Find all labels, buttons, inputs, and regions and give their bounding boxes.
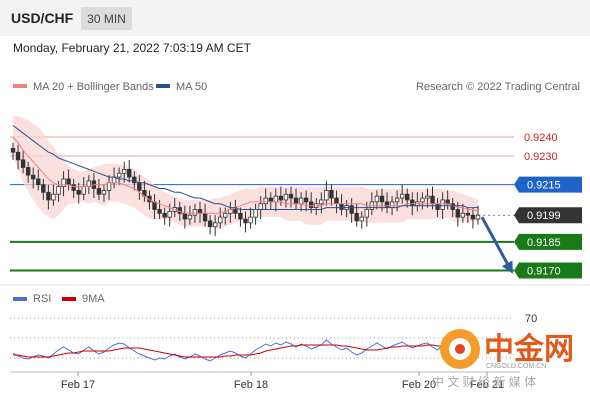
watermark-tagline: 中 文 财 经 新 媒 体 xyxy=(432,374,536,389)
candle xyxy=(248,207,253,229)
candle xyxy=(475,205,481,225)
candle xyxy=(20,150,26,174)
candle xyxy=(263,188,268,210)
x-tick-label: Feb 21 xyxy=(470,379,504,391)
x-tick-label: Feb 17 xyxy=(61,379,95,391)
candle xyxy=(187,205,193,225)
rsi-tick-label: 70 xyxy=(525,313,537,325)
candle xyxy=(349,198,354,223)
level-tag xyxy=(514,262,582,279)
candle xyxy=(96,178,102,200)
bollinger-band xyxy=(13,116,478,229)
candle xyxy=(303,190,309,212)
rsi-ma-line xyxy=(13,344,478,358)
candle xyxy=(405,188,410,208)
candle xyxy=(162,207,167,225)
candle xyxy=(71,178,76,199)
candle xyxy=(41,178,46,200)
candle xyxy=(207,215,213,235)
candle xyxy=(420,192,425,210)
legend-label-rsi-ma: 9MA xyxy=(82,293,105,305)
timeframe-button[interactable]: 30 MIN xyxy=(81,7,132,30)
candle xyxy=(116,167,122,185)
candle xyxy=(218,207,223,229)
ma50-line xyxy=(12,125,478,210)
candle xyxy=(470,207,476,229)
legend-label-rsi: RSI xyxy=(33,293,51,305)
legend-label-bollinger: MA 20 + Bollinger Bands xyxy=(33,81,154,93)
level-tag xyxy=(514,233,582,250)
chart-datetime: Monday, February 21, 2022 7:03:19 AM CET xyxy=(13,41,251,55)
ma20-line xyxy=(12,136,479,214)
candle xyxy=(157,199,162,220)
candle xyxy=(46,184,51,210)
level-label: 0.9199 xyxy=(527,210,561,222)
candle xyxy=(374,190,380,210)
level-label: 0.9230 xyxy=(524,151,558,163)
level-label: 0.9170 xyxy=(527,266,561,278)
legend-swatch-ma50 xyxy=(156,84,170,88)
candle xyxy=(31,167,36,189)
source-credit: Research © 2022 Trading Central xyxy=(416,81,580,93)
level-label: 0.9185 xyxy=(527,237,561,249)
candle xyxy=(465,207,471,223)
candle xyxy=(51,184,56,206)
watermark-logo: 中金网 CNGOLD.COM.CN 中 文 财 经 新 媒 体 xyxy=(432,329,574,389)
candle xyxy=(15,144,21,170)
legend-swatch-bollinger xyxy=(13,84,27,88)
x-tick-label: Feb 20 xyxy=(402,379,436,391)
candle xyxy=(399,184,405,204)
candle xyxy=(10,142,16,160)
candle xyxy=(127,159,132,183)
candle xyxy=(61,171,66,197)
legend-swatch-rsi-ma xyxy=(62,297,76,301)
x-tick-label: Feb 18 xyxy=(234,379,268,391)
candle xyxy=(212,215,218,237)
candle xyxy=(101,184,107,202)
candle xyxy=(238,207,243,227)
candle xyxy=(425,188,430,208)
level-label: 0.9240 xyxy=(524,132,558,144)
watermark-domain: CNGOLD.COM.CN xyxy=(486,363,546,370)
candle xyxy=(329,184,334,206)
legend-label-ma50: MA 50 xyxy=(176,81,207,93)
legend-swatch-rsi xyxy=(13,297,27,301)
candle xyxy=(283,188,289,208)
symbol-title: USD/CHF xyxy=(11,10,74,26)
candle xyxy=(460,203,466,223)
candle xyxy=(36,169,41,191)
candle xyxy=(223,207,228,225)
level-tag xyxy=(514,176,582,193)
candle xyxy=(233,199,238,220)
watermark-name: 中金网 xyxy=(484,332,574,366)
candle xyxy=(25,161,31,183)
candle xyxy=(278,186,284,206)
candle xyxy=(359,211,364,229)
level-tag xyxy=(514,207,582,224)
candle xyxy=(243,211,248,233)
chart-header: USD/CHF 30 MIN xyxy=(0,0,590,36)
level-label: 0.9215 xyxy=(527,180,561,192)
rsi-line xyxy=(12,339,479,362)
candle xyxy=(324,180,329,206)
forecast-arrow xyxy=(480,216,513,274)
